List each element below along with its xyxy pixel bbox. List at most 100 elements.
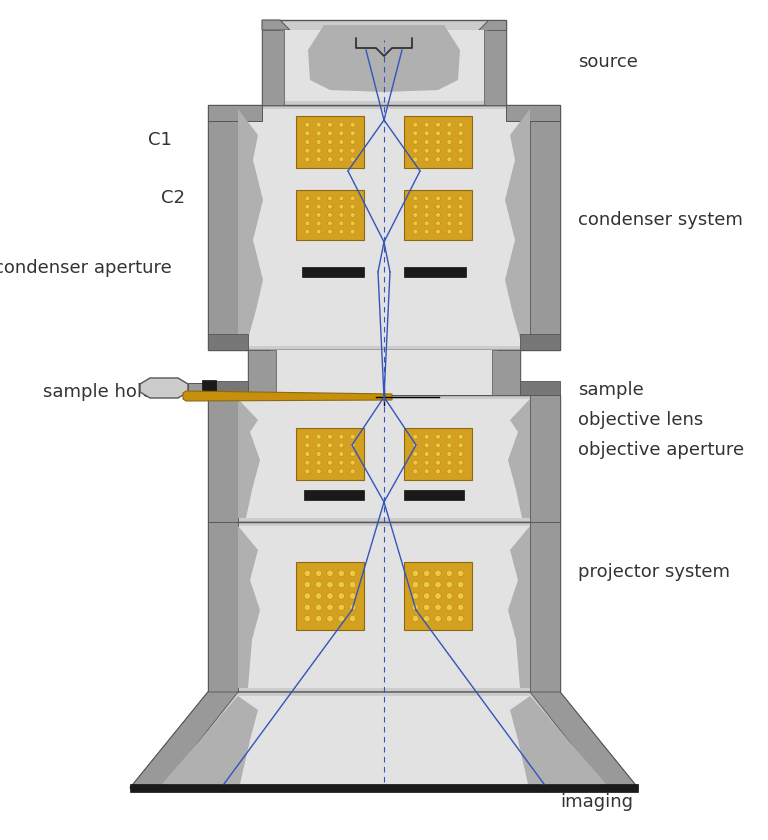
Circle shape — [328, 131, 333, 136]
Circle shape — [339, 213, 343, 218]
Circle shape — [435, 139, 440, 144]
Circle shape — [458, 469, 463, 474]
Circle shape — [435, 434, 440, 439]
Circle shape — [413, 204, 418, 209]
Circle shape — [458, 131, 463, 136]
Circle shape — [349, 604, 356, 611]
Circle shape — [316, 434, 321, 439]
Circle shape — [305, 204, 310, 209]
Circle shape — [350, 157, 355, 162]
Circle shape — [458, 616, 464, 622]
Polygon shape — [208, 334, 248, 350]
Circle shape — [350, 221, 355, 226]
Polygon shape — [296, 190, 364, 240]
Circle shape — [447, 460, 452, 465]
Circle shape — [316, 196, 321, 201]
Polygon shape — [130, 784, 638, 792]
Circle shape — [435, 593, 441, 599]
Circle shape — [304, 581, 310, 588]
Circle shape — [305, 221, 310, 226]
Text: projector system: projector system — [578, 563, 730, 581]
Circle shape — [350, 229, 355, 234]
Circle shape — [447, 434, 452, 439]
Circle shape — [339, 123, 344, 127]
Circle shape — [458, 213, 463, 218]
Circle shape — [413, 213, 418, 218]
Circle shape — [305, 229, 310, 234]
Text: condenser aperture: condenser aperture — [0, 259, 172, 277]
Circle shape — [305, 196, 310, 201]
Circle shape — [328, 443, 333, 448]
Circle shape — [349, 593, 356, 599]
Circle shape — [304, 593, 310, 599]
Circle shape — [412, 616, 419, 622]
Circle shape — [413, 469, 418, 474]
Polygon shape — [404, 116, 472, 168]
Text: objective lens: objective lens — [578, 411, 703, 429]
Circle shape — [339, 131, 344, 136]
Circle shape — [435, 581, 441, 588]
Circle shape — [447, 469, 452, 474]
Polygon shape — [508, 526, 530, 688]
Text: source: source — [578, 53, 638, 71]
Circle shape — [435, 196, 440, 201]
Circle shape — [447, 443, 452, 448]
Circle shape — [316, 213, 321, 218]
Text: imaging: imaging — [560, 793, 633, 811]
Polygon shape — [238, 109, 263, 346]
Circle shape — [447, 213, 452, 218]
Circle shape — [458, 570, 464, 576]
Circle shape — [446, 581, 452, 588]
Circle shape — [339, 157, 344, 162]
Circle shape — [424, 157, 429, 162]
Circle shape — [350, 434, 355, 439]
Polygon shape — [280, 30, 488, 101]
Circle shape — [424, 434, 429, 439]
Circle shape — [305, 452, 310, 456]
Circle shape — [350, 452, 355, 456]
Polygon shape — [270, 350, 498, 395]
Circle shape — [458, 148, 463, 153]
Circle shape — [349, 581, 356, 588]
Circle shape — [305, 148, 310, 153]
Circle shape — [316, 157, 321, 162]
Circle shape — [338, 581, 345, 588]
Polygon shape — [530, 395, 560, 522]
Circle shape — [316, 581, 322, 588]
Circle shape — [328, 157, 333, 162]
Polygon shape — [404, 267, 466, 277]
Circle shape — [423, 616, 430, 622]
Circle shape — [305, 434, 310, 439]
Circle shape — [447, 123, 452, 127]
Circle shape — [327, 593, 333, 599]
Circle shape — [305, 139, 310, 144]
Polygon shape — [208, 395, 238, 522]
Circle shape — [435, 616, 441, 622]
Circle shape — [328, 469, 333, 474]
Circle shape — [435, 157, 440, 162]
Polygon shape — [208, 522, 560, 692]
Circle shape — [327, 570, 333, 576]
Polygon shape — [508, 399, 530, 518]
Circle shape — [413, 123, 418, 127]
Circle shape — [349, 616, 356, 622]
Circle shape — [316, 452, 321, 456]
Circle shape — [447, 221, 452, 226]
Polygon shape — [530, 522, 560, 692]
Circle shape — [316, 443, 321, 448]
Circle shape — [328, 213, 333, 218]
Circle shape — [425, 204, 429, 209]
Polygon shape — [188, 383, 208, 393]
Circle shape — [423, 604, 430, 611]
Circle shape — [305, 131, 310, 136]
Circle shape — [350, 460, 355, 465]
Circle shape — [350, 443, 355, 448]
Circle shape — [316, 204, 321, 209]
Polygon shape — [484, 30, 506, 105]
Polygon shape — [262, 20, 506, 105]
Circle shape — [350, 139, 355, 144]
Polygon shape — [404, 562, 472, 630]
Circle shape — [350, 148, 355, 153]
Circle shape — [316, 221, 321, 226]
Polygon shape — [262, 30, 284, 105]
